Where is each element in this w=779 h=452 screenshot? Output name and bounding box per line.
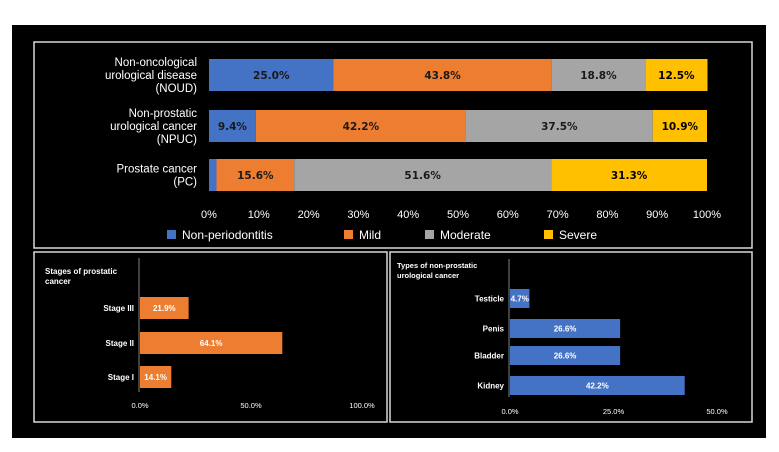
bar-segment-severe-3 bbox=[551, 159, 707, 191]
types-category-bladder: Bladder bbox=[474, 352, 504, 361]
stages-bars: Stage III 21.9% Stage II 64.1% Stage I 14.1% bbox=[103, 297, 283, 388]
stages-bar-stage-i bbox=[140, 366, 172, 388]
data-label-moderate-3: 51.6% bbox=[404, 170, 441, 182]
x-tick-label-10: 10% bbox=[248, 209, 270, 221]
types-bar-penis bbox=[510, 319, 621, 338]
x-tick-label-50: 50% bbox=[447, 209, 469, 221]
x-tick-label-20: 20% bbox=[298, 209, 320, 221]
cancer-types-chart: Types of non-prostatic urological cancer… bbox=[397, 259, 728, 416]
category-label-non-oncological-urological-disease-noud-line-3: (NOUD) bbox=[155, 83, 197, 95]
bottom-left-panel-border bbox=[33, 251, 388, 423]
top-panel-border bbox=[33, 41, 753, 249]
types-title-line-1: Types of non-prostatic bbox=[397, 261, 477, 270]
types-x-tick-50-0: 50.0% bbox=[706, 407, 728, 416]
types-category-penis: Penis bbox=[483, 325, 505, 334]
bar-segment-moderate-3 bbox=[294, 159, 552, 191]
category-label-non-prostatic-urological-cancer-npuc-line-2: urological cancer bbox=[110, 121, 197, 133]
category-label-non-prostatic-urological-cancer-npuc-line-3: (NPUC) bbox=[157, 134, 197, 146]
x-tick-label-80: 80% bbox=[596, 209, 618, 221]
legend-label-non-periodontitis: Non-periodontitis bbox=[182, 228, 273, 242]
legend-swatch-moderate bbox=[425, 230, 434, 239]
stages-chart: Stages of prostatic cancer Stage III 21.9… bbox=[45, 258, 375, 410]
types-bar-bladder bbox=[510, 346, 621, 365]
bar-segment-mild-2 bbox=[255, 110, 466, 142]
stages-data-label-stage-i: 14.1% bbox=[144, 373, 167, 382]
bar-segment-mild-1 bbox=[333, 59, 552, 91]
stages-bar-stage-iii bbox=[140, 297, 189, 319]
legend-swatch-severe bbox=[544, 230, 553, 239]
x-tick-labels: 0% 10% 20% 30% 40% 50% 60% 70% 80% 90% 100% bbox=[201, 209, 721, 221]
legend-swatch-mild bbox=[344, 230, 353, 239]
bar-segment-severe-2 bbox=[652, 110, 707, 142]
legend: Non-periodontitis Mild Moderate Severe bbox=[167, 228, 597, 242]
legend-label-mild: Mild bbox=[359, 228, 381, 242]
types-bars: Testicle 4.7% Penis 26.6% Bladder 26.6% Kidney… bbox=[474, 289, 685, 395]
types-x-ticks: 0.0% 25.0% 50.0% bbox=[501, 407, 728, 416]
data-label-mild-1: 43.8% bbox=[424, 70, 461, 82]
bar-segment-non-periodontitis-3 bbox=[209, 159, 217, 191]
data-label-severe-3: 31.3% bbox=[611, 170, 648, 182]
bar-segment-moderate-1 bbox=[551, 59, 646, 91]
types-bar-testicle bbox=[510, 289, 530, 308]
x-tick-label-30: 30% bbox=[347, 209, 369, 221]
x-tick-label-60: 60% bbox=[497, 209, 519, 221]
stages-bar-stage-ii bbox=[140, 332, 283, 354]
x-tick-label-40: 40% bbox=[397, 209, 419, 221]
data-label-non-periodontitis-2: 9.4% bbox=[218, 121, 248, 133]
stages-x-ticks: 0.0% 50.0% 100.0% bbox=[131, 401, 375, 410]
data-label-non-periodontitis-1: 25.0% bbox=[253, 70, 290, 82]
stages-x-tick-100-0: 100.0% bbox=[349, 401, 375, 410]
stages-category-stage-iii: Stage III bbox=[103, 304, 134, 313]
types-category-testicle: Testicle bbox=[475, 295, 505, 304]
data-label-mild-2: 42.2% bbox=[343, 121, 380, 133]
stages-category-stage-ii: Stage II bbox=[106, 339, 134, 348]
category-label-prostate-cancer-pc-line-2: (PC) bbox=[173, 177, 197, 189]
types-data-label-penis: 26.6% bbox=[554, 325, 577, 334]
stages-x-tick-0-0: 0.0% bbox=[131, 401, 148, 410]
legend-swatch-non-periodontitis bbox=[167, 230, 176, 239]
bottom-right-panel-border bbox=[389, 251, 753, 423]
types-x-tick-25-0: 25.0% bbox=[603, 407, 625, 416]
types-data-label-testicle: 4.7% bbox=[511, 295, 529, 304]
types-category-kidney: Kidney bbox=[477, 382, 504, 391]
x-tick-label-100: 100% bbox=[693, 209, 721, 221]
data-label-moderate-1: 18.8% bbox=[580, 70, 617, 82]
bar-segment-moderate-2 bbox=[465, 110, 653, 142]
category-label-non-oncological-urological-disease-noud-line-2: urological disease bbox=[105, 70, 197, 82]
category-label-non-oncological-urological-disease-noud-line-1: Non-oncological bbox=[115, 57, 197, 69]
stages-category-stage-i: Stage I bbox=[108, 373, 134, 382]
data-label-severe-1: 12.5% bbox=[658, 70, 695, 82]
x-tick-label-0: 0% bbox=[201, 209, 217, 221]
bar-segment-mild-3 bbox=[216, 159, 295, 191]
data-label-moderate-2: 37.5% bbox=[541, 121, 578, 133]
legend-label-severe: Severe bbox=[559, 228, 597, 242]
data-label-mild-3: 15.6% bbox=[237, 170, 274, 182]
x-tick-label-90: 90% bbox=[646, 209, 668, 221]
stages-title-line-2: cancer bbox=[45, 277, 71, 286]
types-title-line-2: urological cancer bbox=[397, 271, 459, 280]
bar-segment-non-periodontitis-2 bbox=[209, 110, 256, 142]
x-tick-label-70: 70% bbox=[547, 209, 569, 221]
stacked-bars: 25.0% 43.8% 18.8% 12.5% 9.4% 42.2% 37.5% 10.9% 1… bbox=[209, 59, 708, 191]
types-data-label-bladder: 26.6% bbox=[554, 352, 577, 361]
bar-segment-severe-1 bbox=[645, 59, 708, 91]
types-x-tick-0-0: 0.0% bbox=[501, 407, 518, 416]
types-bar-kidney bbox=[510, 376, 685, 395]
data-label-severe-2: 10.9% bbox=[662, 121, 699, 133]
stages-title-line-1: Stages of prostatic bbox=[45, 267, 118, 276]
stages-data-label-stage-iii: 21.9% bbox=[153, 304, 176, 313]
legend-label-moderate: Moderate bbox=[440, 228, 491, 242]
figure-panel: Non-oncological urological disease (NOUD) N… bbox=[12, 25, 766, 438]
stages-x-tick-50-0: 50.0% bbox=[240, 401, 262, 410]
category-label-non-prostatic-urological-cancer-npuc-line-1: Non-prostatic bbox=[129, 108, 198, 120]
stages-data-label-stage-ii: 64.1% bbox=[200, 339, 223, 348]
bar-segment-non-periodontitis-1 bbox=[209, 59, 334, 91]
types-data-label-kidney: 42.2% bbox=[586, 382, 609, 391]
category-label-prostate-cancer-pc-line-1: Prostate cancer bbox=[116, 164, 197, 176]
